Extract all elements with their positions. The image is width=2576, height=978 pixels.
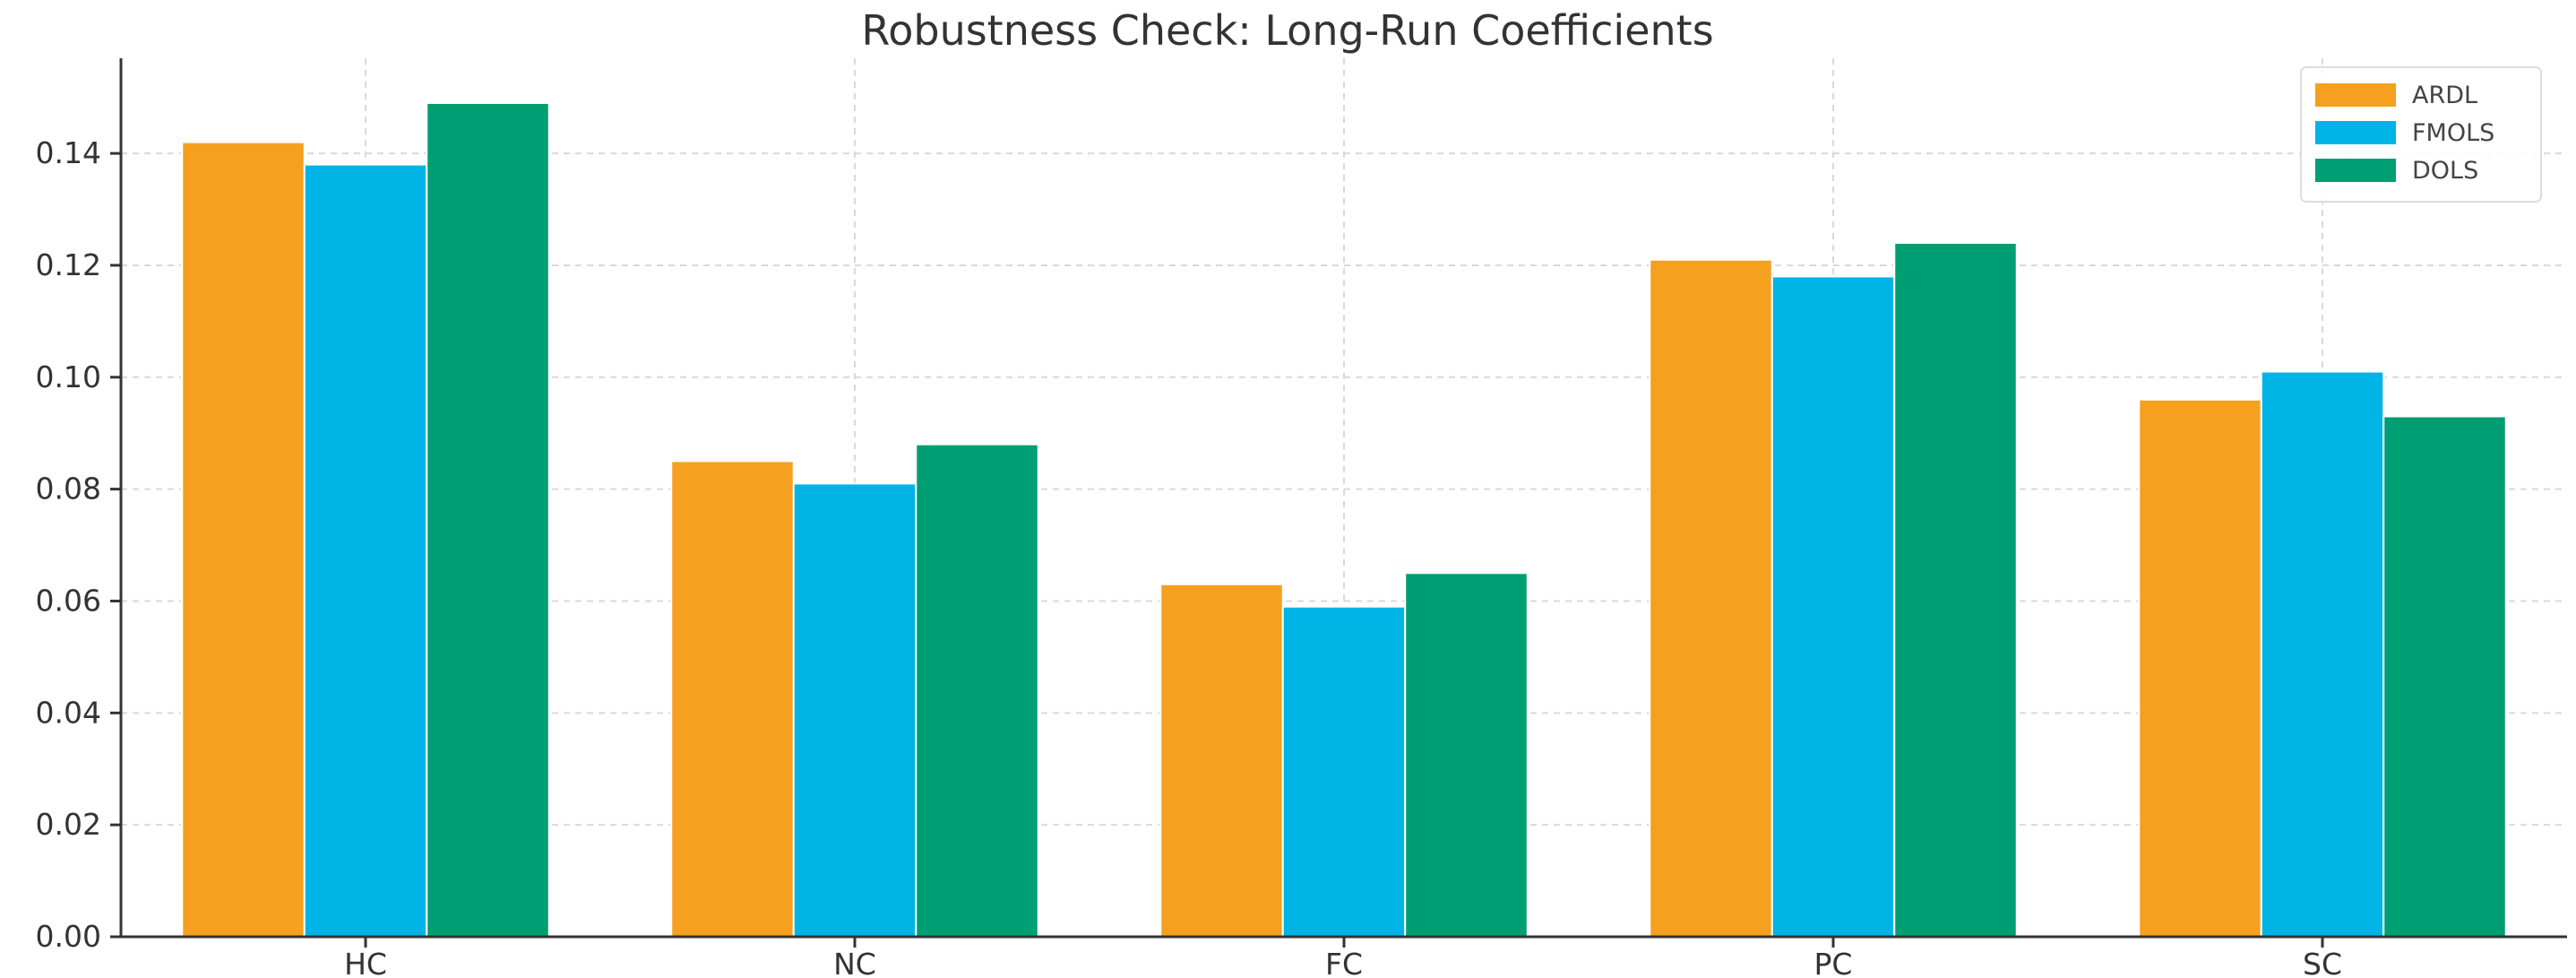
- legend-label-ardl: ARDL: [2412, 82, 2477, 109]
- bar-fmols-nc: [792, 482, 918, 938]
- bar-ardl-hc: [181, 141, 306, 939]
- legend-swatch-ardl: [2315, 83, 2396, 107]
- bar-ardl-nc: [670, 460, 795, 938]
- x-tick-label: HC: [344, 947, 387, 978]
- chart-title: Robustness Check: Long-Run Coefficients: [861, 6, 1713, 55]
- y-tick-label: 0.02: [36, 807, 101, 842]
- bar-fmols-sc: [2260, 370, 2385, 938]
- legend-swatch-fmols: [2315, 121, 2396, 144]
- bar-dols-pc: [1893, 241, 2018, 939]
- legend-label-fmols: FMOLS: [2412, 119, 2494, 147]
- y-tick-label: 0.10: [36, 359, 101, 394]
- y-tick-label: 0.08: [36, 472, 101, 506]
- bar-fmols-pc: [1770, 275, 1896, 938]
- bar-dols-hc: [426, 101, 550, 939]
- bar-dols-nc: [915, 443, 1039, 938]
- x-tick-label: PC: [1814, 947, 1853, 978]
- bars: [181, 101, 2507, 939]
- y-tick-label: 0.14: [36, 135, 101, 170]
- y-tick-label: 0.00: [36, 919, 101, 954]
- axes: 0.00 0.02 0.04 0.06 0.08 0.10 0.12 0.14 HC NC FC PC…: [36, 58, 2567, 978]
- legend-label-dols: DOLS: [2412, 157, 2478, 185]
- x-tick-label: SC: [2303, 947, 2342, 978]
- bar-ardl-pc: [1649, 258, 1773, 938]
- legend: ARDL FMOLS DOLS: [2300, 66, 2542, 203]
- x-tick-label: NC: [833, 947, 876, 978]
- bar-ardl-fc: [1159, 583, 1284, 938]
- bar-fmols-fc: [1281, 605, 1407, 938]
- bar-ardl-sc: [2138, 398, 2262, 938]
- bar-dols-fc: [1404, 572, 1529, 938]
- y-tick-label: 0.12: [36, 247, 101, 282]
- y-tick-label: 0.06: [36, 583, 101, 618]
- bar-fmols-hc: [303, 163, 428, 938]
- x-tick-label: FC: [1325, 947, 1363, 978]
- y-tick-label: 0.04: [36, 695, 101, 730]
- legend-swatch-dols: [2315, 159, 2396, 182]
- bar-dols-sc: [2382, 415, 2507, 939]
